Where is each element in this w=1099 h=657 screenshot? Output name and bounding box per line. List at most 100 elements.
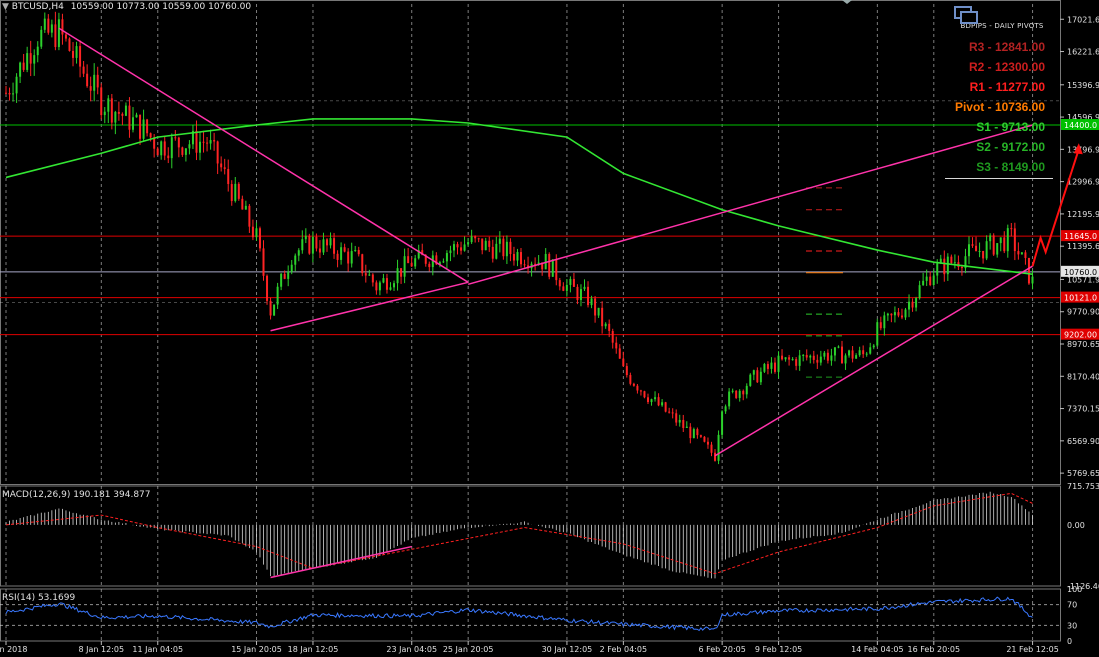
candle-body (213, 140, 216, 142)
candle-body (491, 246, 494, 259)
candle-body (671, 412, 674, 414)
candle-body (1003, 237, 1006, 252)
candle-body (900, 315, 903, 318)
candle-body (417, 250, 420, 259)
candle-body (802, 354, 805, 356)
forecast-arrow (1031, 148, 1080, 267)
candle-body (290, 264, 293, 272)
candle-body (1031, 276, 1034, 284)
candle-body (234, 183, 237, 202)
candle-body (146, 119, 149, 134)
candle-body (452, 244, 455, 251)
candle-body (206, 142, 209, 144)
candle-body (19, 62, 22, 77)
candle-body (43, 18, 46, 30)
x-tick-label: 23 Jan 04:05 (386, 645, 437, 654)
candle-body (251, 226, 254, 238)
candle-body (156, 148, 159, 156)
rsi-line (5, 596, 1033, 632)
candle-body (544, 253, 547, 270)
y-tick-label: 9770.90 (1067, 308, 1099, 317)
candle-body (364, 273, 367, 276)
symbol-label: BTCUSD,H4 (11, 2, 64, 12)
candle-body (703, 436, 706, 442)
pivot-s3: S3 - 8149.00 (976, 160, 1045, 174)
candle-body (766, 364, 769, 369)
candle-body (244, 205, 247, 210)
candle-body (597, 307, 600, 316)
candle-body (241, 198, 244, 210)
candle-body (227, 169, 230, 185)
candle-body (389, 287, 392, 290)
x-tick-label: 8 Jan 12:05 (79, 645, 125, 654)
candle-body (449, 250, 452, 254)
candle-body (36, 46, 39, 56)
dropdown-icon[interactable]: ▼ (2, 2, 9, 12)
price-pane-frame (0, 0, 1061, 485)
forecast-arrowhead (1073, 143, 1083, 155)
y-tick-label: 7370.15 (1067, 405, 1099, 414)
candle-body (985, 241, 988, 259)
candle-body (142, 119, 145, 139)
price-label: 9202.00 (1064, 331, 1097, 340)
candle-body (738, 390, 741, 398)
candle-body (1024, 252, 1027, 258)
x-tick-label: 11 Jan 04:05 (132, 645, 183, 654)
candle-body (682, 419, 685, 428)
candle-body (773, 362, 776, 372)
candle-body (692, 429, 695, 439)
candle-body (749, 374, 752, 386)
candle-body (103, 111, 106, 116)
candle-body (216, 141, 219, 164)
price-label-box (1061, 328, 1099, 340)
candle-body (153, 137, 156, 149)
candle-body (280, 273, 283, 287)
candle-body (618, 348, 621, 359)
candle-body (989, 235, 992, 242)
candle-body (269, 300, 272, 316)
candle-body (879, 322, 882, 329)
x-tick-label: 6 Feb 20:05 (698, 645, 745, 654)
y-tick-label: 15396.90 (1067, 81, 1099, 90)
candle-body (844, 355, 847, 364)
moving-average-line (5, 118, 1033, 276)
candle-body (470, 236, 473, 243)
candle-body (929, 276, 932, 286)
x-tick-label: 21 Feb 12:05 (1006, 645, 1058, 654)
candle-body (139, 114, 142, 139)
candle-body (202, 141, 205, 143)
candle-body (128, 105, 131, 130)
candle-body (79, 46, 82, 67)
candle-body (26, 53, 29, 70)
candle-body (858, 350, 861, 356)
candle-body (124, 105, 127, 116)
x-tick-label: 16 Feb 20:05 (908, 645, 960, 654)
y-tick-label: 13796.90 (1067, 145, 1099, 154)
macd-trendline (270, 545, 412, 579)
macd-pane-frame (0, 485, 1061, 587)
y-tick-label: 10571.90 (1067, 275, 1099, 284)
candle-body (562, 286, 565, 291)
candle-body (594, 298, 597, 316)
candle-body (167, 155, 170, 159)
candle-body (407, 256, 410, 264)
trendline (58, 27, 469, 283)
macd-y-tick-label: 0.00 (1067, 521, 1085, 530)
candle-body (502, 238, 505, 257)
candle-body (266, 275, 269, 301)
candle-body (484, 240, 487, 251)
candle-body (61, 19, 64, 35)
candle-body (424, 255, 427, 264)
candle-body (615, 342, 618, 349)
monitor-icon (950, 6, 1054, 24)
candle-body (375, 282, 378, 291)
candle-body (481, 238, 484, 251)
y-tick-label: 8970.65 (1067, 340, 1099, 349)
candle-body (350, 251, 353, 264)
rsi-y-tick-label: 100 (1067, 585, 1082, 594)
candle-body (57, 19, 60, 48)
candle-body (625, 366, 628, 376)
candle-body (311, 236, 314, 254)
candle-body (89, 86, 92, 91)
